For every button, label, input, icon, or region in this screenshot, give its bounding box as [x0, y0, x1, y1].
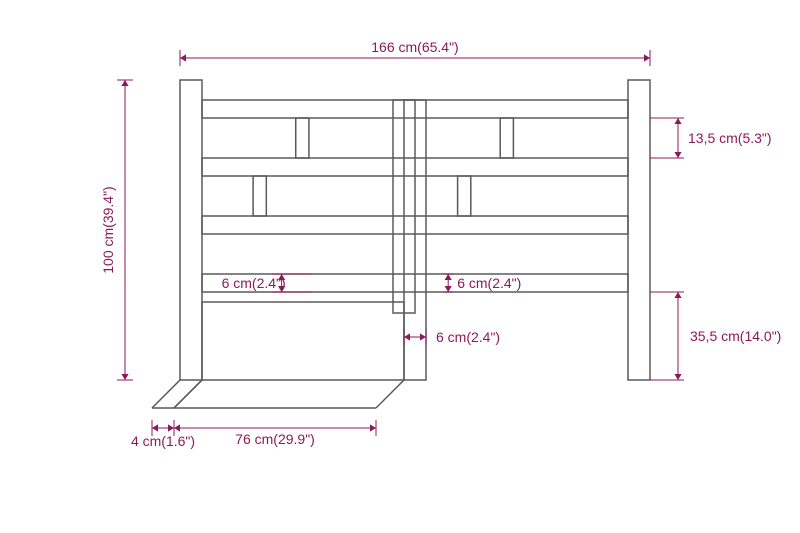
dim-slat-h: 6 cm(2.4") — [222, 275, 286, 291]
dim-depth: 4 cm(1.6") — [131, 433, 195, 449]
dim-total-height: 100 cm(39.4") — [100, 186, 116, 273]
dim-total-width: 166 cm(65.4") — [371, 39, 458, 55]
dim-leg-clear-t: 35,5 cm(14.0") — [690, 328, 781, 344]
dim-slat-h2: 6 cm(2.4") — [457, 275, 521, 291]
dim-gap-height: 13,5 cm(5.3") — [688, 130, 772, 146]
dim-post-w: 6 cm(2.4") — [436, 329, 500, 345]
dim-panel-w: 76 cm(29.9") — [235, 431, 315, 447]
